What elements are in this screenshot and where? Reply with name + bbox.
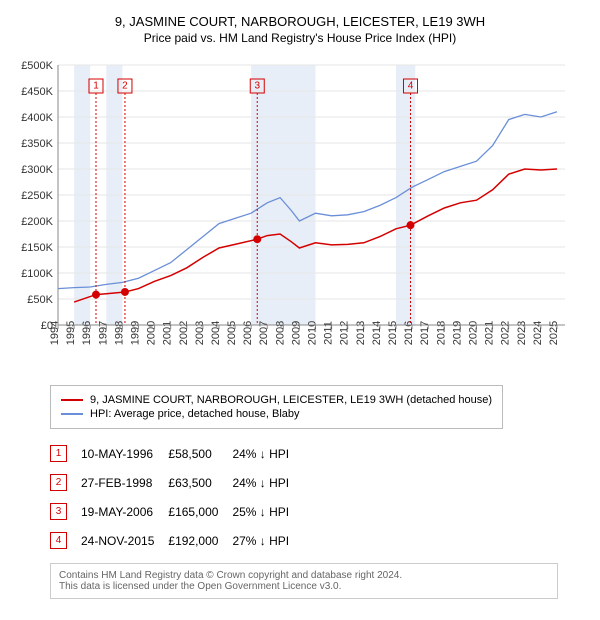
svg-text:2017: 2017 xyxy=(419,321,431,345)
svg-text:£450K: £450K xyxy=(21,86,53,98)
svg-text:2006: 2006 xyxy=(242,321,254,345)
svg-text:2023: 2023 xyxy=(516,321,528,345)
svg-text:2014: 2014 xyxy=(371,321,383,345)
svg-text:1996: 1996 xyxy=(81,321,93,345)
svg-text:2013: 2013 xyxy=(355,321,367,345)
svg-text:2001: 2001 xyxy=(162,321,174,345)
svg-text:2021: 2021 xyxy=(484,321,496,345)
event-date: 27-FEB-1998 xyxy=(81,468,168,497)
svg-text:2018: 2018 xyxy=(435,321,447,345)
svg-text:£200K: £200K xyxy=(21,216,53,228)
svg-text:£400K: £400K xyxy=(21,112,53,124)
svg-text:2010: 2010 xyxy=(307,321,319,345)
svg-text:3: 3 xyxy=(254,81,260,92)
svg-text:2004: 2004 xyxy=(210,321,222,345)
svg-text:2: 2 xyxy=(122,81,128,92)
svg-text:2015: 2015 xyxy=(387,321,399,345)
svg-text:£300K: £300K xyxy=(21,164,53,176)
legend-label: 9, JASMINE COURT, NARBOROUGH, LEICESTER,… xyxy=(90,394,492,406)
event-date: 19-MAY-2006 xyxy=(81,497,168,526)
footer-attribution: Contains HM Land Registry data © Crown c… xyxy=(50,563,558,599)
svg-text:2000: 2000 xyxy=(146,321,158,345)
svg-text:2012: 2012 xyxy=(339,321,351,345)
event-marker-box: 3 xyxy=(50,503,67,520)
svg-text:2020: 2020 xyxy=(467,321,479,345)
event-price: £58,500 xyxy=(168,439,232,468)
event-row: 1 10-MAY-1996£58,50024% ↓ HPI xyxy=(50,439,303,468)
price-chart: £0£50K£100K£150K£200K£250K£300K£350K£400… xyxy=(10,55,570,375)
event-row: 4 24-NOV-2015£192,00027% ↓ HPI xyxy=(50,526,303,555)
svg-text:£250K: £250K xyxy=(21,190,53,202)
svg-text:£500K: £500K xyxy=(21,60,53,72)
svg-text:4: 4 xyxy=(408,81,414,92)
event-marker-box: 2 xyxy=(50,474,67,491)
svg-text:1998: 1998 xyxy=(113,321,125,345)
legend-item-hpi: HPI: Average price, detached house, Blab… xyxy=(61,408,492,420)
svg-text:1999: 1999 xyxy=(129,321,141,345)
svg-text:2016: 2016 xyxy=(403,321,415,345)
event-marker-box: 1 xyxy=(50,445,67,462)
svg-text:1: 1 xyxy=(93,81,99,92)
svg-text:2009: 2009 xyxy=(290,321,302,345)
legend-swatch xyxy=(61,413,83,415)
svg-text:2024: 2024 xyxy=(532,321,544,345)
svg-text:1994: 1994 xyxy=(49,321,61,345)
event-price: £192,000 xyxy=(168,526,232,555)
event-delta: 27% ↓ HPI xyxy=(232,526,303,555)
events-table: 1 10-MAY-1996£58,50024% ↓ HPI 2 27-FEB-1998… xyxy=(50,439,303,555)
svg-text:1995: 1995 xyxy=(65,321,77,345)
event-date: 10-MAY-1996 xyxy=(81,439,168,468)
event-delta: 24% ↓ HPI xyxy=(232,468,303,497)
legend-swatch xyxy=(61,399,83,401)
legend-label: HPI: Average price, detached house, Blab… xyxy=(90,408,300,420)
legend: 9, JASMINE COURT, NARBOROUGH, LEICESTER,… xyxy=(50,385,503,429)
chart-container: £0£50K£100K£150K£200K£250K£300K£350K£400… xyxy=(10,55,590,375)
footer-line2: This data is licensed under the Open Gov… xyxy=(59,581,549,592)
svg-text:2019: 2019 xyxy=(451,321,463,345)
event-marker-box: 4 xyxy=(50,532,67,549)
svg-text:2007: 2007 xyxy=(258,321,270,345)
svg-text:£100K: £100K xyxy=(21,268,53,280)
svg-text:£50K: £50K xyxy=(27,294,53,306)
svg-text:2022: 2022 xyxy=(500,321,512,345)
event-delta: 24% ↓ HPI xyxy=(232,439,303,468)
event-row: 2 27-FEB-1998£63,50024% ↓ HPI xyxy=(50,468,303,497)
svg-text:2025: 2025 xyxy=(548,321,560,345)
footer-line1: Contains HM Land Registry data © Crown c… xyxy=(59,570,549,581)
event-date: 24-NOV-2015 xyxy=(81,526,168,555)
svg-text:2005: 2005 xyxy=(226,321,238,345)
svg-text:£150K: £150K xyxy=(21,242,53,254)
event-row: 3 19-MAY-2006£165,00025% ↓ HPI xyxy=(50,497,303,526)
svg-text:2008: 2008 xyxy=(274,321,286,345)
svg-text:£350K: £350K xyxy=(21,138,53,150)
event-price: £63,500 xyxy=(168,468,232,497)
property-line xyxy=(74,169,557,302)
chart-title-line1: 9, JASMINE COURT, NARBOROUGH, LEICESTER,… xyxy=(10,14,590,29)
svg-text:1997: 1997 xyxy=(97,321,109,345)
svg-text:2003: 2003 xyxy=(194,321,206,345)
svg-text:2002: 2002 xyxy=(178,321,190,345)
event-price: £165,000 xyxy=(168,497,232,526)
chart-title-line2: Price paid vs. HM Land Registry's House … xyxy=(10,31,590,45)
legend-item-property: 9, JASMINE COURT, NARBOROUGH, LEICESTER,… xyxy=(61,394,492,406)
event-delta: 25% ↓ HPI xyxy=(232,497,303,526)
